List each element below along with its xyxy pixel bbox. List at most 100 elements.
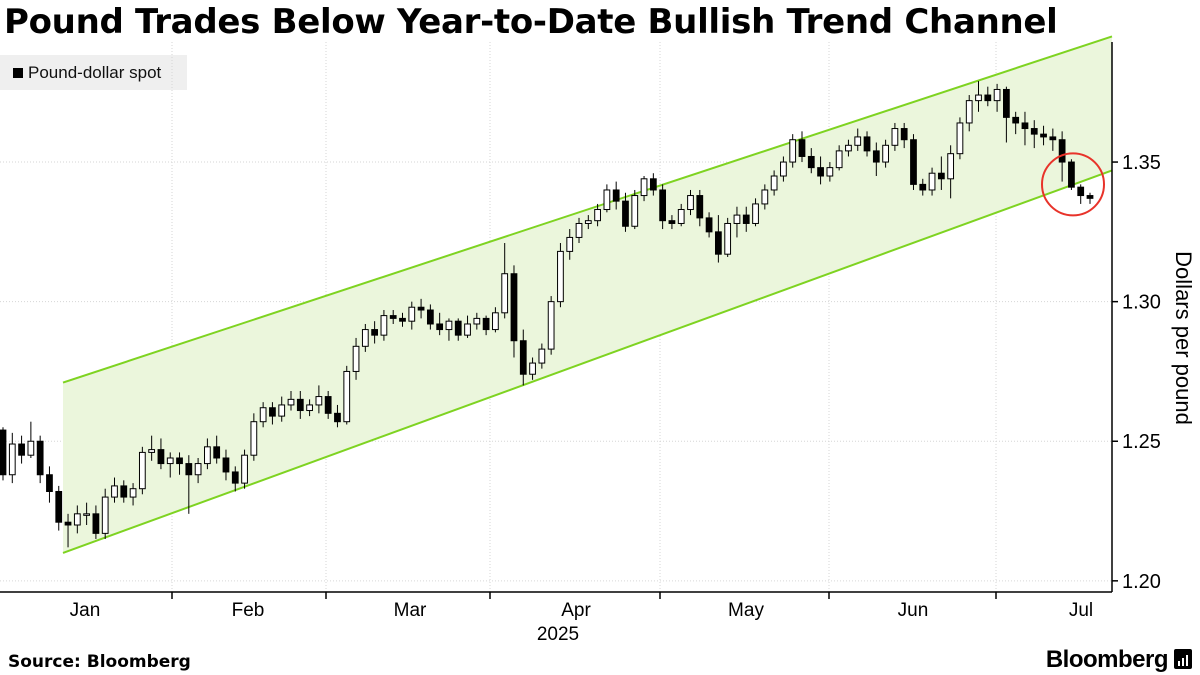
- candle-body: [817, 167, 824, 177]
- candle: [557, 243, 564, 308]
- candle-body: [1049, 136, 1057, 141]
- candle: [780, 156, 787, 182]
- candle-body: [138, 451, 146, 490]
- candle: [36, 435, 44, 484]
- candle: [1040, 125, 1047, 146]
- candle-body: [863, 136, 871, 152]
- candle-body: [752, 203, 759, 224]
- candle-body: [46, 474, 53, 492]
- candle: [863, 131, 871, 157]
- candle: [473, 312, 481, 330]
- candle: [993, 83, 1001, 112]
- candle-body: [789, 139, 797, 163]
- candle: [101, 488, 109, 539]
- candle-body: [426, 309, 434, 325]
- candle: [891, 122, 899, 151]
- candle-body: [612, 189, 620, 202]
- candle-body: [111, 485, 118, 498]
- candle: [296, 390, 304, 419]
- candle-body: [965, 100, 973, 124]
- candle-body: [1058, 139, 1066, 163]
- candle: [742, 206, 750, 232]
- candle-body: [1086, 195, 1094, 199]
- bloomberg-logo: Bloomberg: [1045, 646, 1169, 673]
- candle-body: [947, 153, 955, 180]
- candle: [807, 148, 815, 174]
- candle-body: [622, 200, 629, 227]
- candle: [965, 95, 973, 132]
- candle-body: [1068, 161, 1075, 188]
- candle: [259, 402, 267, 428]
- candle: [166, 452, 174, 478]
- candle: [1058, 131, 1066, 182]
- x-axis-year-label: 2025: [537, 624, 579, 645]
- candle: [222, 449, 230, 481]
- candle-body: [101, 496, 109, 534]
- candle: [659, 184, 667, 230]
- candle: [454, 318, 462, 341]
- candle: [231, 466, 239, 492]
- candle-body: [659, 189, 667, 222]
- candle: [1003, 86, 1010, 143]
- candle: [947, 145, 955, 199]
- candle: [64, 513, 72, 548]
- candle: [129, 483, 137, 506]
- candle: [436, 312, 444, 336]
- candle: [789, 134, 797, 168]
- candle: [724, 217, 732, 257]
- source-note: Source: Bloomberg: [8, 652, 191, 672]
- candle: [55, 485, 63, 531]
- candle: [668, 215, 676, 230]
- candle-body: [566, 236, 574, 252]
- candle-body: [185, 463, 193, 476]
- candle-body: [0, 429, 7, 476]
- candle-body: [733, 214, 741, 224]
- x-tick-label: Feb: [232, 600, 265, 621]
- candle: [1077, 184, 1085, 204]
- candle: [538, 343, 546, 369]
- candle: [464, 315, 471, 338]
- candle: [380, 310, 388, 341]
- candle-body: [807, 155, 815, 169]
- candle-body: [594, 209, 601, 222]
- candle: [798, 131, 806, 163]
- candle-body: [1040, 133, 1047, 138]
- candle-body: [826, 167, 834, 177]
- candle: [445, 318, 453, 341]
- candle: [975, 81, 982, 112]
- candle-body: [241, 454, 248, 484]
- candle: [92, 505, 100, 539]
- candle-body: [259, 407, 267, 423]
- candle: [510, 265, 518, 358]
- candle: [910, 134, 917, 190]
- trend-channel-fill: [63, 36, 1112, 553]
- candle-body: [910, 139, 917, 185]
- y-tick-label: 1.25: [1122, 431, 1161, 453]
- candle-body: [324, 396, 332, 414]
- candle-body: [83, 513, 90, 516]
- candle-body: [27, 440, 35, 456]
- y-tick-label: 1.35: [1122, 152, 1161, 174]
- candle: [649, 173, 657, 196]
- candle-body: [1012, 116, 1020, 124]
- candle-body: [584, 220, 592, 224]
- candle: [826, 162, 834, 182]
- candle-body: [278, 404, 286, 417]
- y-tick-label: 1.20: [1122, 571, 1161, 593]
- candle: [854, 128, 862, 151]
- candle-body: [18, 443, 25, 456]
- candle: [677, 203, 685, 227]
- x-tick-label: Jun: [898, 600, 929, 621]
- x-tick-label: Mar: [394, 600, 427, 621]
- legend-swatch: [13, 67, 23, 78]
- candle-body: [176, 457, 183, 465]
- candle: [371, 321, 379, 344]
- candle: [389, 310, 397, 324]
- candle: [835, 145, 843, 171]
- candle-body: [872, 150, 880, 163]
- candle: [612, 181, 620, 210]
- candle: [529, 357, 536, 380]
- candle-body: [194, 463, 202, 476]
- candle-body: [352, 345, 360, 372]
- candle-body: [780, 161, 787, 177]
